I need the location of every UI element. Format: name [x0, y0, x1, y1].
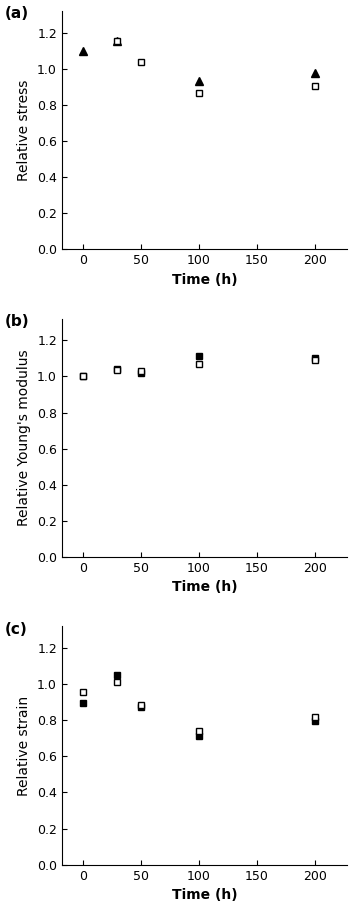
Y-axis label: Relative strain: Relative strain — [17, 695, 32, 795]
Text: (c): (c) — [5, 622, 28, 636]
X-axis label: Time (h): Time (h) — [172, 273, 237, 287]
X-axis label: Time (h): Time (h) — [172, 581, 237, 594]
Text: (a): (a) — [5, 6, 29, 21]
Y-axis label: Relative Young's modulus: Relative Young's modulus — [17, 350, 32, 526]
Text: (b): (b) — [5, 314, 29, 329]
Y-axis label: Relative stress: Relative stress — [17, 79, 32, 181]
X-axis label: Time (h): Time (h) — [172, 888, 237, 902]
